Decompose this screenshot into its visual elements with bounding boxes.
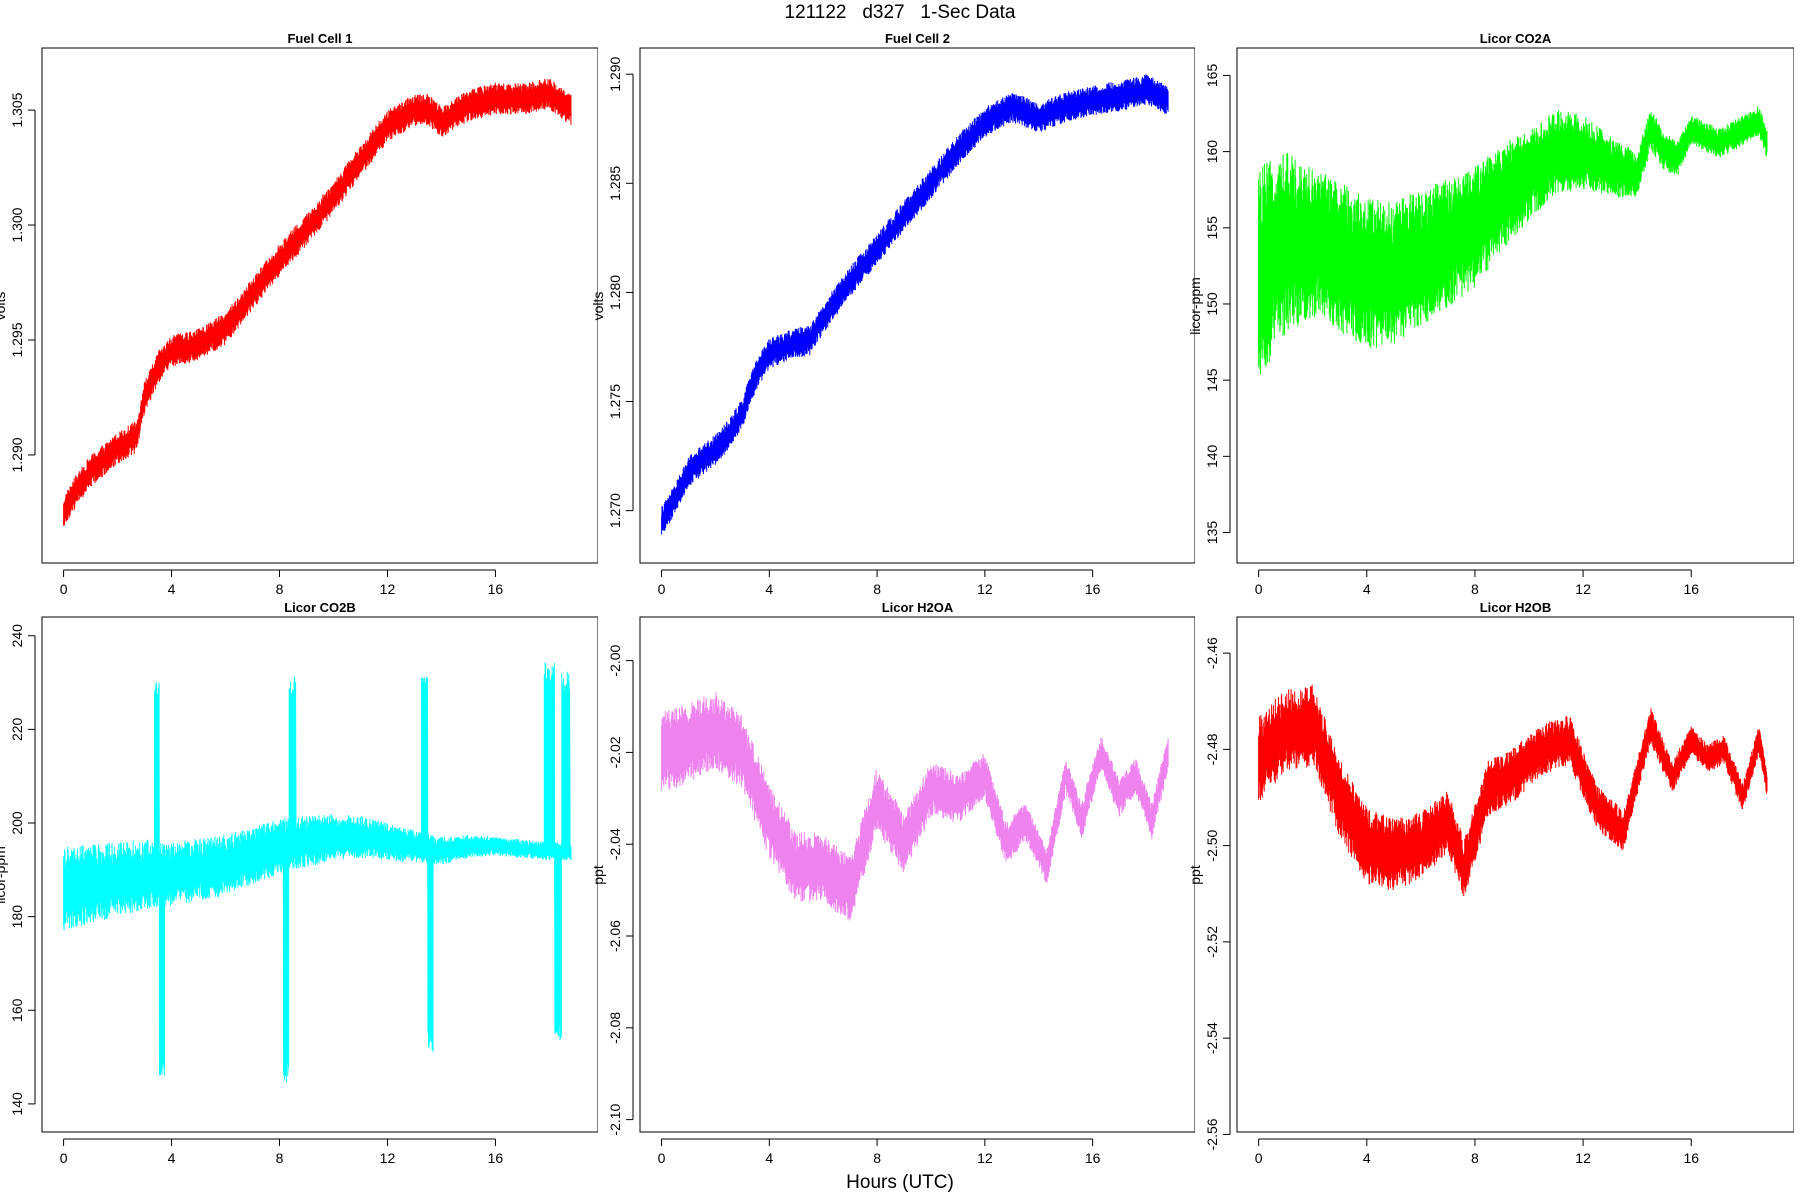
- plot-frame: [639, 616, 1195, 1133]
- figure-title: 121122 d327 1-Sec Data: [784, 2, 1016, 23]
- panel-licor-h2ob: Licor H2OB ppt 0 4 8 12 16 -2.56 -2.54 -2.52 -2.…: [1187, 592, 1794, 1177]
- y-tick-label: 165: [1204, 64, 1220, 88]
- x-tick-label: 12: [380, 581, 396, 597]
- y-tick-label: -2.06: [607, 920, 623, 952]
- panel-title: Licor CO2A: [1479, 31, 1552, 46]
- x-tick-label: 4: [1363, 1150, 1371, 1166]
- plot-frame: [1236, 616, 1794, 1133]
- data-trace: [661, 74, 1169, 535]
- y-tick-label: 1.290: [607, 56, 623, 91]
- data-trace: [63, 78, 572, 526]
- y-tick-label: 1.280: [607, 275, 623, 310]
- x-tick-label: 8: [1471, 1150, 1479, 1166]
- x-tick-label: 12: [977, 581, 993, 597]
- chart-fuel-cell-1: 0 4 8 12 16 1.290 1.295 1.300 1.305: [9, 47, 598, 597]
- y-tick-label: 1.275: [607, 384, 623, 419]
- data-trace: [1258, 684, 1768, 897]
- y-tick-label: 1.300: [9, 207, 25, 242]
- x-tick-label: 8: [873, 581, 881, 597]
- y-tick-label: 160: [9, 998, 25, 1022]
- data-trace: [63, 662, 572, 1083]
- x-tick-label: 12: [380, 1150, 396, 1166]
- panel-title: Licor H2OA: [881, 600, 954, 615]
- plot-frame: [41, 47, 598, 564]
- panel-title: Licor H2OB: [1479, 600, 1552, 615]
- x-tick-label: 16: [488, 1150, 504, 1166]
- x-tick-label: 4: [168, 1150, 176, 1166]
- plot-frame: [41, 616, 598, 1133]
- panel-fuel-cell-1: Fuel Cell 1 volts 0 4 8 12 16 1.290 1.295 1.300…: [0, 23, 598, 608]
- x-tick-label: 0: [1255, 1150, 1263, 1166]
- panel-title: Licor CO2B: [284, 600, 356, 615]
- y-tick-label: -2.52: [1204, 926, 1220, 958]
- y-tick-label: 140: [1204, 444, 1220, 468]
- y-tick-label: 150: [1204, 292, 1220, 316]
- plot-frame: [1236, 47, 1794, 564]
- x-tick-label: 12: [1575, 1150, 1591, 1166]
- x-tick-label: 4: [765, 1150, 773, 1166]
- panel-licor-h2oa: Licor H2OA ppt 0 4 8 12 16 -2.10 -2.08 -2.06 -2.…: [590, 592, 1195, 1177]
- x-tick-label: 8: [276, 1150, 284, 1166]
- x-tick-label: 4: [1363, 581, 1371, 597]
- y-tick-label: 1.305: [9, 92, 25, 127]
- y-tick-label: 140: [9, 1092, 25, 1116]
- x-tick-label: 0: [658, 1150, 666, 1166]
- y-tick-label: -2.08: [607, 1012, 623, 1044]
- panel-licor-co2b: Licor CO2B licor-ppm 0 4 8 12 16 140 160 180 200…: [0, 592, 598, 1177]
- y-tick-label: 135: [1204, 521, 1220, 545]
- x-tick-label: 0: [658, 581, 666, 597]
- x-tick-label: 0: [60, 581, 68, 597]
- y-tick-label: -2.48: [1204, 733, 1220, 765]
- chart-licor-h2oa: 0 4 8 12 16 -2.10 -2.08 -2.06 -2.04 -2.02 -2.00: [607, 616, 1195, 1166]
- y-tick-label: 1.295: [9, 322, 25, 357]
- x-tick-label: 16: [1683, 581, 1699, 597]
- x-tick-label: 4: [765, 581, 773, 597]
- y-tick-label: 1.270: [607, 493, 623, 528]
- panel-title: Fuel Cell 1: [287, 31, 353, 46]
- y-tick-label: 160: [1204, 140, 1220, 164]
- y-tick-label: -2.02: [607, 736, 623, 768]
- y-tick-label: 240: [9, 624, 25, 648]
- x-tick-label: 4: [168, 581, 176, 597]
- x-tick-label: 0: [60, 1150, 68, 1166]
- y-tick-label: -2.56: [1204, 1118, 1220, 1150]
- x-tick-label: 12: [977, 1150, 993, 1166]
- y-tick-label: -2.00: [607, 644, 623, 676]
- data-trace: [1258, 106, 1768, 375]
- y-tick-label: -2.10: [607, 1103, 623, 1135]
- panel-title: Fuel Cell 2: [884, 31, 951, 46]
- chart-fuel-cell-2: 0 4 8 12 16 1.270 1.275 1.280 1.285 1.290: [607, 47, 1195, 597]
- chart-licor-co2a: 0 4 8 12 16 135 140 145 150 155 160 165: [1204, 47, 1794, 597]
- chart-licor-h2ob: 0 4 8 12 16 -2.56 -2.54 -2.52 -2.50 -2.48 -2.46: [1204, 616, 1794, 1166]
- y-tick-label: -2.50: [1204, 829, 1220, 861]
- panel-licor-co2a: Licor CO2A licor-ppm 0 4 8 12 16 135 140 145 150…: [1187, 23, 1794, 608]
- x-tick-label: 16: [1085, 581, 1101, 597]
- y-tick-label: 155: [1204, 216, 1220, 240]
- x-tick-label: 16: [1683, 1150, 1699, 1166]
- y-tick-label: 1.285: [607, 166, 623, 201]
- x-tick-label: 12: [1575, 581, 1591, 597]
- x-tick-label: 8: [1471, 581, 1479, 597]
- y-tick-label: 200: [9, 811, 25, 835]
- x-tick-label: 16: [1085, 1150, 1101, 1166]
- x-tick-label: 0: [1255, 581, 1263, 597]
- y-tick-label: 180: [9, 905, 25, 929]
- data-trace: [661, 692, 1169, 921]
- chart-licor-co2b: 0 4 8 12 16 140 160 180 200 220 240: [9, 616, 598, 1166]
- plot-frame: [639, 47, 1195, 564]
- x-tick-label: 8: [276, 581, 284, 597]
- x-tick-label: 16: [488, 581, 504, 597]
- y-tick-label: -2.04: [607, 828, 623, 860]
- y-tick-label: -2.54: [1204, 1022, 1220, 1054]
- y-tick-label: 1.290: [9, 437, 25, 472]
- panel-fuel-cell-2: Fuel Cell 2 volts 0 4 8 12 16 1.270 1.275 1.280…: [590, 23, 1195, 608]
- y-tick-label: 220: [9, 717, 25, 741]
- x-tick-label: 8: [873, 1150, 881, 1166]
- figure-x-axis-label: Hours (UTC): [846, 1172, 954, 1193]
- y-tick-label: -2.46: [1204, 637, 1220, 669]
- y-tick-label: 145: [1204, 368, 1220, 392]
